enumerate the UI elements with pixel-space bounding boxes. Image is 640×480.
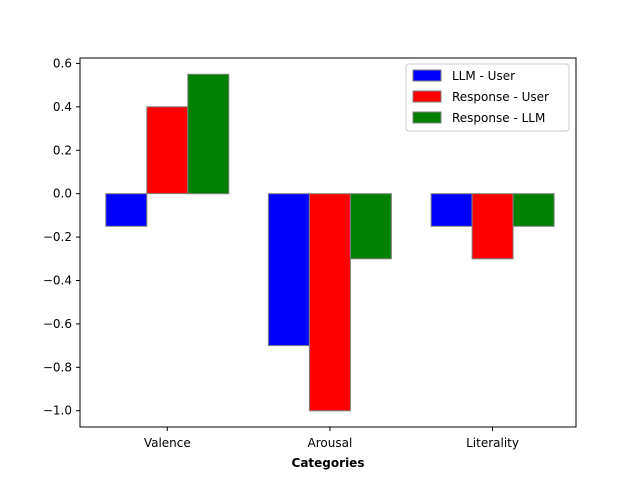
y-tick-label: −0.8 xyxy=(43,360,72,374)
y-tick-label: −0.6 xyxy=(43,317,72,331)
y-tick-label: 0.0 xyxy=(53,187,72,201)
bar xyxy=(187,73,230,195)
x-axis-label: Categories xyxy=(292,456,365,470)
legend-label: Response - LLM xyxy=(452,111,545,125)
legend-box xyxy=(405,63,570,132)
bar xyxy=(512,193,555,227)
x-axis: Valence Arousal Literality xyxy=(144,427,519,450)
y-axis: 0.6 0.4 0.2 0.0 −0.2 −0.4 −0.6 −0.8 −1.0 xyxy=(43,56,80,418)
y-tick-label: 0.2 xyxy=(53,143,72,157)
y-tick-label: 0.4 xyxy=(53,100,72,114)
legend-swatch xyxy=(412,69,442,82)
x-tick-label: Literality xyxy=(466,436,519,450)
legend-swatch xyxy=(412,111,442,124)
plot-frame xyxy=(79,57,577,428)
legend: LLM - User Response - User Response - LLM xyxy=(405,63,570,132)
x-tick-label: Arousal xyxy=(308,436,353,450)
legend-label: LLM - User xyxy=(452,69,515,83)
y-tick-label: −0.2 xyxy=(43,230,72,244)
bar xyxy=(105,193,148,227)
y-tick-label: 0.6 xyxy=(53,56,72,70)
bars-layer xyxy=(105,73,555,412)
legend-swatch xyxy=(412,90,442,103)
bar xyxy=(308,193,351,412)
bar xyxy=(146,106,189,195)
x-tick-label: Valence xyxy=(144,436,191,450)
bar xyxy=(349,193,392,260)
y-tick-label: −0.4 xyxy=(43,273,72,287)
y-tick-label: −1.0 xyxy=(43,404,72,418)
bar xyxy=(267,193,310,347)
legend-label: Response - User xyxy=(452,90,549,104)
bar xyxy=(430,193,473,227)
bar xyxy=(471,193,514,260)
